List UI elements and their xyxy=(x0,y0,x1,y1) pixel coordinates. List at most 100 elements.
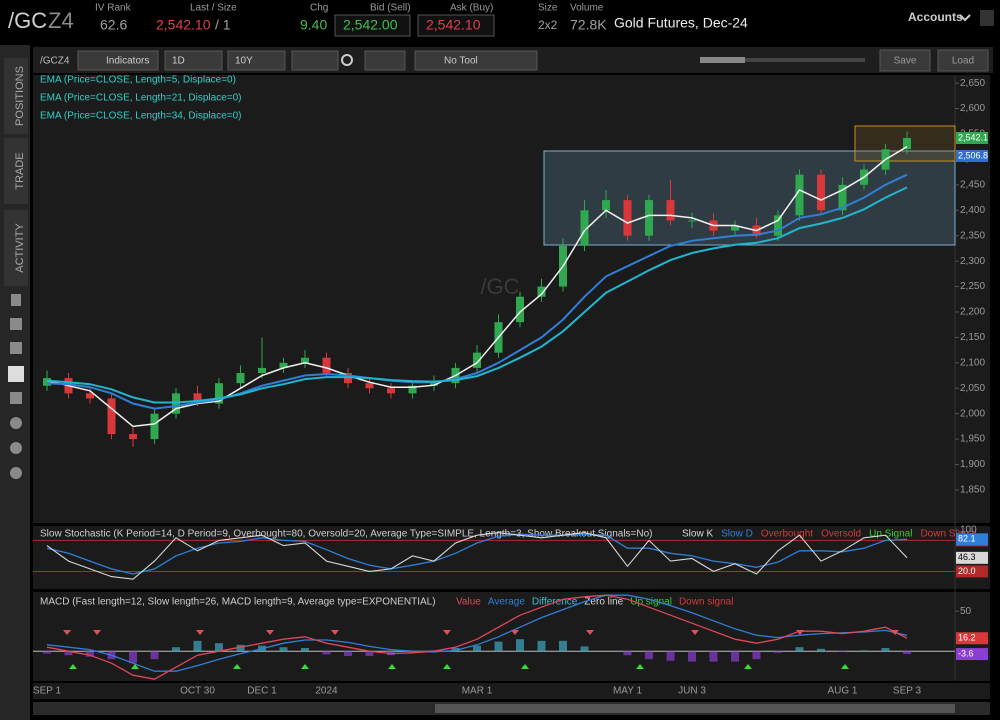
tab[interactable] xyxy=(4,58,28,134)
price-tag xyxy=(956,132,988,145)
histogram-bar xyxy=(408,651,417,653)
up-signal xyxy=(69,664,77,669)
size: 2x2 xyxy=(538,18,558,32)
histogram-bar xyxy=(451,648,460,652)
y-tick-label: 2,650 xyxy=(960,78,985,89)
up-signal xyxy=(301,664,309,669)
tab[interactable] xyxy=(4,210,28,286)
candle-body xyxy=(731,225,739,231)
period[interactable]: 10Y xyxy=(235,56,253,67)
legend-entry: Value xyxy=(456,597,481,608)
y-tick-label: 2,300 xyxy=(960,256,985,267)
line xyxy=(46,532,908,580)
histogram-bar xyxy=(881,648,890,652)
save[interactable]: Save xyxy=(894,56,917,67)
histogram-bar xyxy=(322,651,331,655)
draw-button[interactable] xyxy=(364,50,406,71)
x-tick-label: MAR 1 xyxy=(462,686,493,697)
histogram-bar xyxy=(860,650,868,652)
aggregation-dropdown[interactable] xyxy=(164,50,223,71)
histogram-bar xyxy=(494,641,503,652)
up-signal xyxy=(636,664,644,669)
tool-dropdown[interactable] xyxy=(414,50,538,71)
y-tick-label: 2,400 xyxy=(960,205,985,216)
scroll-thumb[interactable] xyxy=(435,704,955,713)
candle-body xyxy=(43,378,51,386)
zoom-thumb[interactable] xyxy=(700,57,745,63)
line xyxy=(46,173,908,410)
ask-box[interactable] xyxy=(417,14,495,37)
y-tick-label: 2,050 xyxy=(960,383,985,394)
down-signal xyxy=(331,630,339,635)
legend-entry: Down signal xyxy=(679,597,733,608)
down-signal xyxy=(891,630,899,635)
last: 2,542.10 xyxy=(156,17,211,33)
legend-entry: Zero line xyxy=(584,597,623,608)
legend-entry: Overbought xyxy=(761,529,813,540)
histogram-bar xyxy=(838,651,847,652)
up-signal xyxy=(443,664,451,669)
down-signal xyxy=(93,630,101,635)
load[interactable]: Load xyxy=(952,56,974,67)
zoom-slider[interactable] xyxy=(700,58,865,62)
ask: 2,542.10 xyxy=(426,17,481,33)
save-button[interactable] xyxy=(879,49,931,72)
up-signal xyxy=(131,664,139,669)
bid-label: Bid (Sell) xyxy=(370,3,411,14)
histogram-bar xyxy=(559,640,567,652)
candle-body xyxy=(408,385,417,394)
tab[interactable] xyxy=(4,138,28,204)
gear[interactable] xyxy=(341,54,353,66)
price-tag-label: 82.1 xyxy=(958,534,976,544)
histogram-bar xyxy=(774,651,782,653)
sidebar-icons[interactable] xyxy=(8,294,24,479)
legend-entry: Up signal xyxy=(630,597,672,608)
x-tick-label: OCT 30 xyxy=(180,686,215,697)
style-button[interactable] xyxy=(291,50,339,71)
price-tag xyxy=(956,533,988,546)
last-label: Last / Size xyxy=(190,3,237,14)
legend-entry: Slow D xyxy=(721,529,753,540)
price-tag-label: 2,542.1 xyxy=(958,132,988,142)
candle-body xyxy=(301,357,309,363)
chevron[interactable] xyxy=(959,14,971,22)
toolbar-symbol[interactable]: /GCZ4 xyxy=(40,56,70,67)
tab-label[interactable]: POSITIONS xyxy=(14,66,26,126)
tab-label[interactable]: ACTIVITY xyxy=(14,223,26,273)
histogram-bar xyxy=(817,648,825,652)
x-tick-label: SEP 3 xyxy=(893,686,922,697)
load-button[interactable] xyxy=(937,49,989,72)
candle-body xyxy=(516,296,524,323)
y-tick-label: 2,100 xyxy=(960,357,985,368)
indicators[interactable]: Indicators xyxy=(106,56,149,67)
candle-body xyxy=(838,184,847,211)
y-tick-label: 2,600 xyxy=(960,103,985,114)
ask-label: Ask (Buy) xyxy=(450,3,493,14)
histogram-bar xyxy=(43,651,51,654)
down-signal xyxy=(586,630,594,635)
down-signal xyxy=(511,630,519,635)
symbol: /GC xyxy=(8,8,47,33)
period-dropdown[interactable] xyxy=(227,50,286,71)
candle-body xyxy=(623,200,632,236)
candle-body xyxy=(107,398,116,435)
last-size: / 1 xyxy=(215,17,231,33)
y-tick-label: 2,000 xyxy=(960,408,985,419)
histogram-bar xyxy=(731,651,739,662)
candle-body xyxy=(322,357,331,373)
tool[interactable]: No Tool xyxy=(444,56,478,67)
up-signal xyxy=(388,664,396,669)
y-tick-label: 100 xyxy=(960,525,977,536)
accounts[interactable]: Accounts xyxy=(908,10,963,24)
aggregation[interactable]: 1D xyxy=(172,56,185,67)
tab-label[interactable]: TRADE xyxy=(14,152,26,189)
indicators-button[interactable] xyxy=(77,50,159,71)
price-tag xyxy=(956,648,988,661)
candle-body xyxy=(817,174,825,211)
histogram-bar xyxy=(215,643,223,652)
histogram-bar xyxy=(666,651,675,661)
candle-body xyxy=(172,393,180,414)
menu-icon[interactable] xyxy=(980,10,994,26)
bid-box[interactable] xyxy=(334,14,411,37)
down-signal xyxy=(443,630,451,635)
